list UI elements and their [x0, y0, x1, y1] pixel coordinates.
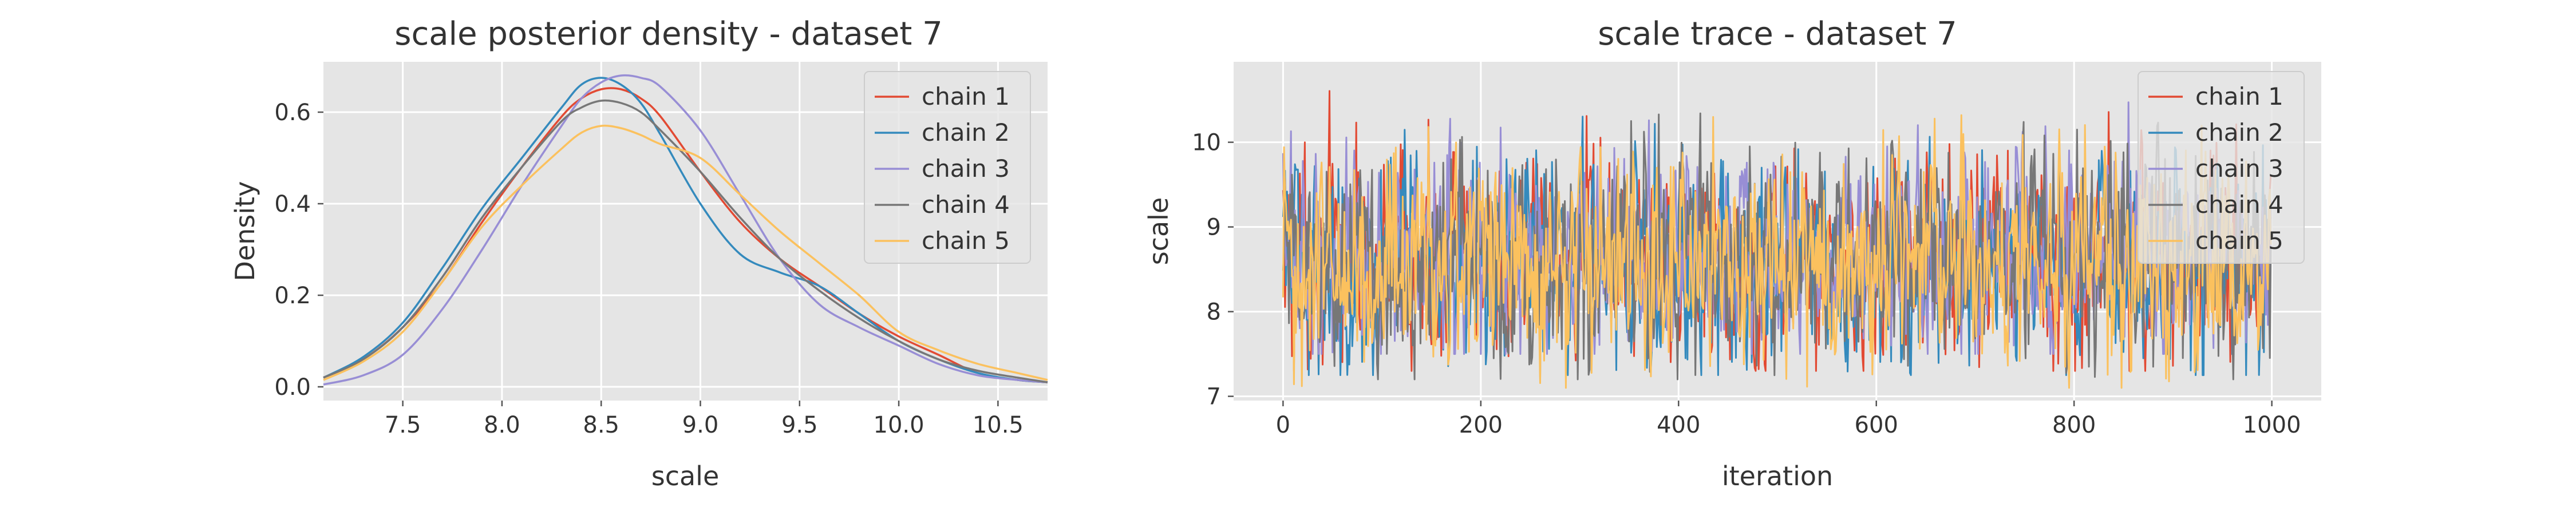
density-legend: chain 1 chain 2 chain 3 chain 4 chain 5 — [864, 71, 1031, 264]
density-series-line-3 — [323, 74, 1048, 386]
density-y-axis-label: Density — [230, 181, 260, 282]
density-y-tick-label: 0.4 — [274, 191, 311, 217]
trace-x-tick-label: 1000 — [2243, 412, 2301, 438]
density-legend-label: chain 2 — [922, 118, 1010, 146]
trace-series-line-5 — [1282, 114, 2272, 389]
trace-legend: chain 1 chain 2 chain 3 chain 4 chain 5 — [2138, 71, 2305, 264]
density-y-tick-label: 0.0 — [274, 374, 311, 401]
density-legend-label: chain 1 — [922, 82, 1010, 110]
density-x-tick-label: 9.0 — [682, 412, 719, 438]
density-x-tick-label: 10.0 — [874, 412, 924, 438]
density-legend-label: chain 5 — [922, 227, 1010, 255]
density-panel: scale posterior density - dataset 7 7.5 8… — [230, 15, 1048, 492]
trace-x-tick-label: 800 — [2052, 412, 2096, 438]
density-y-tick-label: 0.2 — [274, 283, 311, 309]
density-x-tick-label: 10.5 — [973, 412, 1024, 438]
density-x-tick-label: 8.5 — [583, 412, 619, 438]
density-x-axis-label: scale — [651, 461, 720, 492]
trace-x-tick-label: 200 — [1459, 412, 1503, 438]
trace-legend-label: chain 2 — [2195, 118, 2283, 146]
trace-x-tick-label: 600 — [1855, 412, 1898, 438]
trace-y-tick-label: 9 — [1207, 215, 1221, 241]
density-x-tick-label: 8.0 — [484, 412, 520, 438]
trace-x-tick-label: 400 — [1657, 412, 1700, 438]
density-legend-label: chain 4 — [922, 191, 1010, 219]
trace-legend-box — [2138, 71, 2305, 264]
trace-legend-label: chain 3 — [2195, 154, 2283, 183]
trace-title: scale trace - dataset 7 — [1598, 15, 1957, 53]
trace-y-tick-label: 8 — [1207, 299, 1221, 326]
trace-legend-label: chain 4 — [2195, 191, 2283, 219]
trace-y-tick-label: 10 — [1192, 130, 1221, 156]
trace-legend-label: chain 5 — [2195, 227, 2283, 255]
density-y-tick-label: 0.6 — [274, 100, 311, 126]
density-legend-label: chain 3 — [922, 154, 1010, 183]
trace-y-tick-label: 7 — [1207, 384, 1221, 410]
trace-x-axis-label: iteration — [1722, 461, 1833, 492]
density-series-line-4 — [323, 99, 1048, 383]
trace-panel: scale trace - dataset 7 0 200 400 600 800 100… — [1143, 15, 2321, 492]
density-x-tick-label: 7.5 — [385, 412, 421, 438]
trace-y-axis-label: scale — [1143, 197, 1174, 266]
trace-x-tick-label: 0 — [1276, 412, 1290, 438]
density-x-tick-label: 9.5 — [781, 412, 818, 438]
density-title: scale posterior density - dataset 7 — [394, 15, 942, 53]
density-legend-box — [864, 71, 1031, 264]
trace-legend-label: chain 1 — [2195, 82, 2283, 110]
density-series-line-5 — [323, 124, 1048, 381]
